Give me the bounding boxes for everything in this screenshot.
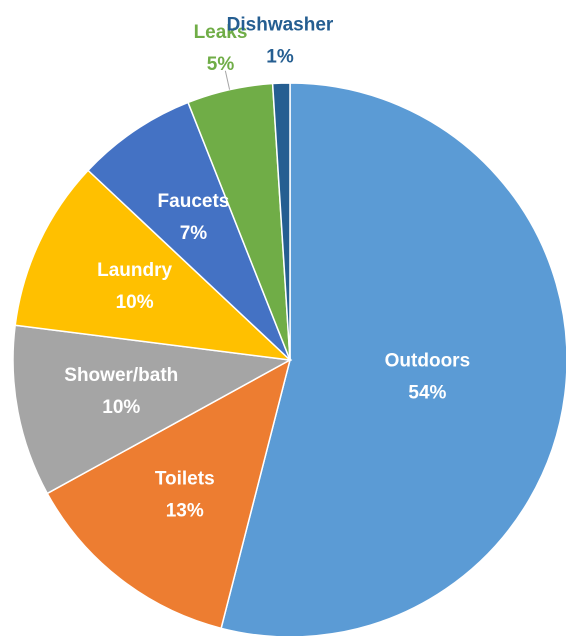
pie-slice	[220, 82, 566, 636]
leader-line	[224, 70, 231, 90]
slice-label: Leaks	[194, 22, 248, 43]
pie-slice	[271, 82, 291, 361]
slice-label: Outdoors	[385, 350, 471, 371]
slice-value: 10%	[102, 397, 140, 418]
pie-slice	[87, 101, 291, 361]
slice-label: Dishwasher	[227, 15, 334, 36]
slice-value: 5%	[207, 54, 235, 75]
slice-value: 10%	[116, 292, 154, 313]
pie-slice	[14, 169, 293, 362]
slice-label: Laundry	[97, 260, 172, 281]
slice-label: Toilets	[155, 469, 215, 490]
slice-label: Shower/bath	[64, 365, 178, 386]
pie-slice	[46, 358, 292, 630]
slice-value: 13%	[166, 501, 204, 522]
slice-value: 54%	[408, 382, 446, 403]
pie-slice	[12, 324, 293, 495]
slice-value: 1%	[266, 47, 294, 68]
slice-label: Faucets	[158, 191, 230, 212]
slice-value: 7%	[180, 223, 208, 244]
